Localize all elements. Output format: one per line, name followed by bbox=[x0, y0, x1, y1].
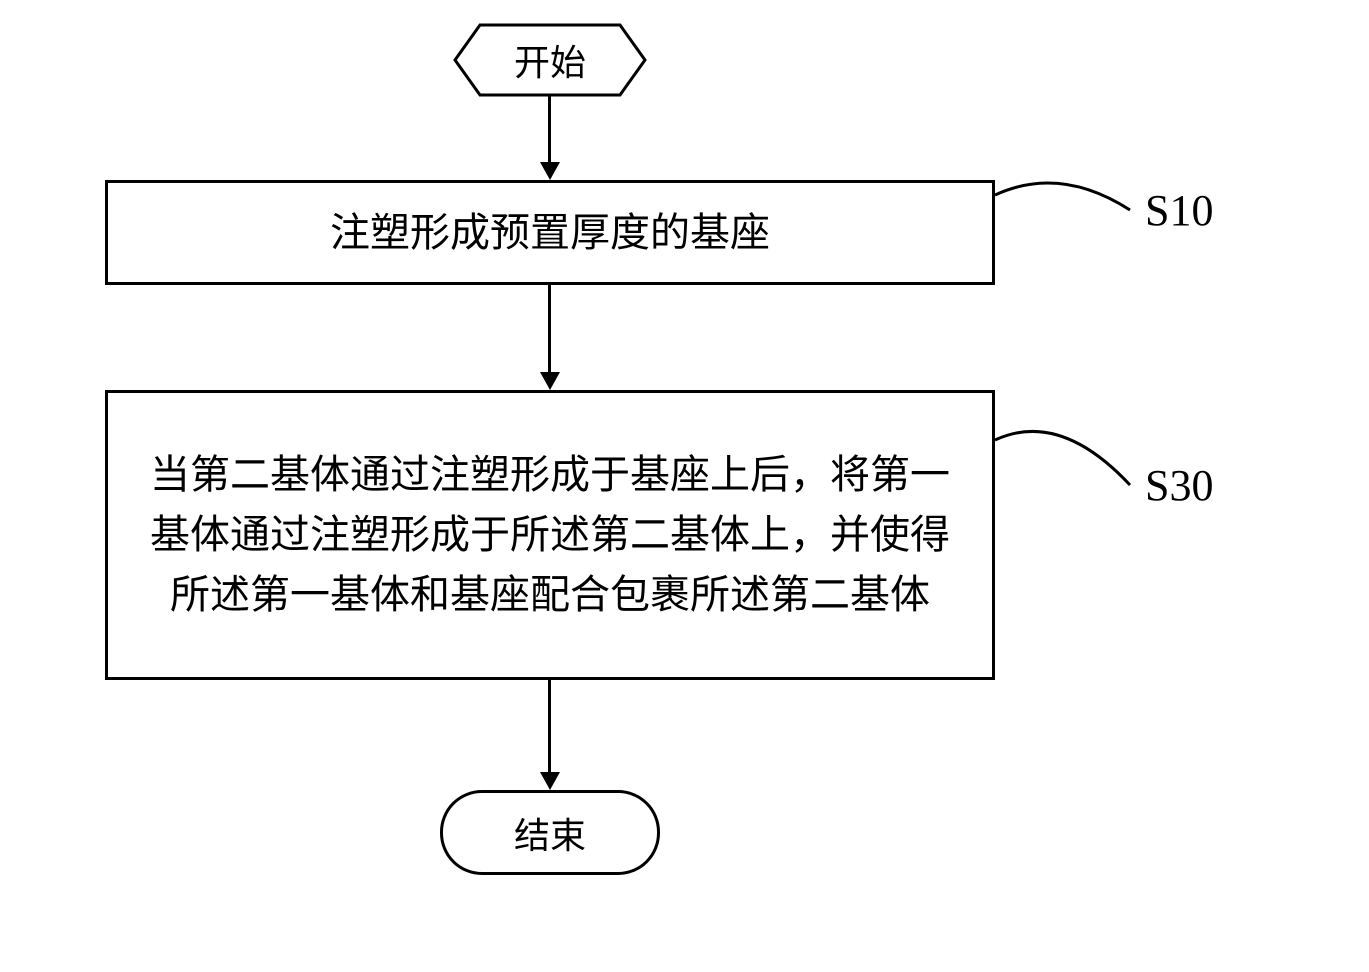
s30-connector bbox=[995, 410, 1135, 500]
flowchart-container: 开始 注塑形成预置厚度的基座 S10 当第二基体通过注塑形成于基座上后，将第一基… bbox=[0, 0, 1369, 972]
arrow-1-line bbox=[548, 95, 551, 165]
end-node: 结束 bbox=[440, 790, 660, 875]
arrow-3-line bbox=[548, 680, 551, 775]
start-node: 开始 bbox=[450, 20, 650, 100]
arrow-3-head bbox=[540, 772, 560, 790]
arrow-2-head bbox=[540, 372, 560, 390]
step1-text: 注塑形成预置厚度的基座 bbox=[330, 203, 770, 263]
s10-label: S10 bbox=[1145, 185, 1213, 236]
step2-node: 当第二基体通过注塑形成于基座上后，将第一基体通过注塑形成于所述第二基体上，并使得… bbox=[105, 390, 995, 680]
arrow-2-line bbox=[548, 285, 551, 375]
s30-label: S30 bbox=[1145, 460, 1213, 511]
arrow-1-head bbox=[540, 162, 560, 180]
end-label: 结束 bbox=[514, 807, 586, 859]
start-label: 开始 bbox=[514, 34, 586, 86]
step2-text: 当第二基体通过注塑形成于基座上后，将第一基体通过注塑形成于所述第二基体上，并使得… bbox=[138, 445, 962, 625]
s10-connector bbox=[995, 165, 1135, 225]
step1-node: 注塑形成预置厚度的基座 bbox=[105, 180, 995, 285]
